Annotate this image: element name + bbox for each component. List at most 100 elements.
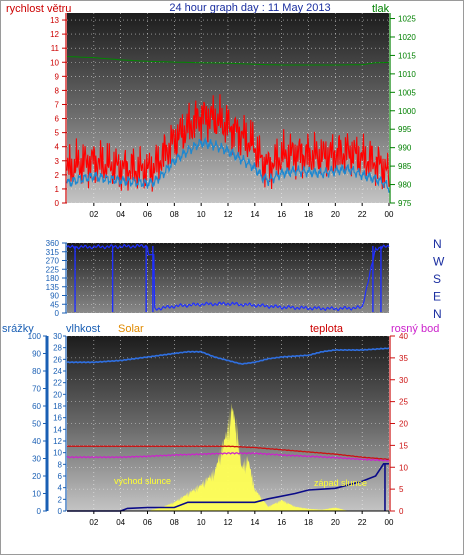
pressure-tick-label: 995 <box>398 125 412 134</box>
pressure-tick-label: 990 <box>398 144 412 153</box>
temperature-tick-label: 35 <box>399 354 408 363</box>
humidity-tick-label: 12 <box>53 437 62 446</box>
compass-label: E <box>433 290 441 304</box>
temperature-tick-label: 30 <box>399 376 408 385</box>
time-tick-label: 14 <box>250 518 259 527</box>
humidity-tick-label: 0 <box>58 507 63 516</box>
wind-tick-label: 1 <box>55 185 60 194</box>
sunrise-annotation: východ slunce <box>114 476 171 486</box>
compass-label: N <box>433 307 442 321</box>
direction-tick-label: 180 <box>46 274 60 283</box>
compass-label: N <box>433 237 442 251</box>
time-tick-label: 22 <box>358 518 367 527</box>
pressure-tick-label: 975 <box>398 199 412 208</box>
wind-tick-label: 8 <box>55 86 60 95</box>
time-tick-label: 18 <box>304 210 313 219</box>
sunset-annotation: západ slunce <box>314 478 367 488</box>
pressure-tick-label: 1015 <box>398 51 416 60</box>
compass-label: W <box>433 255 445 269</box>
wind-tick-label: 7 <box>55 100 60 109</box>
solar-header-label: Solar <box>118 323 144 335</box>
graph-title: 24 hour graph day : 11 May 2013 <box>169 2 330 14</box>
wind-chart: 0123456789101112139759809859909951000100… <box>50 13 416 219</box>
rain-tick-label: 0 <box>37 507 42 516</box>
time-tick-label: 22 <box>358 210 367 219</box>
temperature-tick-label: 15 <box>399 441 408 450</box>
pressure-tick-label: 980 <box>398 181 412 190</box>
pressure-tick-label: 1020 <box>398 33 416 42</box>
temperature-tick-label: 0 <box>399 507 404 516</box>
rain-tick-label: 90 <box>32 350 41 359</box>
time-tick-label: 16 <box>277 210 286 219</box>
pressure-tick-label: 1025 <box>398 15 416 24</box>
rain-tick-label: 70 <box>32 385 41 394</box>
time-tick-label: 20 <box>331 210 340 219</box>
dewpoint-line <box>66 452 390 462</box>
humidity-tick-label: 30 <box>53 332 62 341</box>
direction-tick-label: 225 <box>46 265 60 274</box>
wind-tick-label: 3 <box>55 157 60 166</box>
temperature-tick-label: 5 <box>399 485 404 494</box>
temperature-tick-label: 25 <box>399 398 408 407</box>
humidity-tick-label: 8 <box>58 460 63 469</box>
wind-tick-label: 0 <box>55 199 60 208</box>
humidity-tick-label: 24 <box>53 367 62 376</box>
time-tick-label: 08 <box>170 518 179 527</box>
direction-tick-label: 0 <box>55 309 60 318</box>
humidity-tick-label: 18 <box>53 402 62 411</box>
wind-direction-line <box>66 243 390 312</box>
rain-header-label: srážky <box>2 323 34 335</box>
wind-tick-label: 5 <box>55 129 60 138</box>
time-tick-label: 12 <box>224 518 233 527</box>
wind-tick-label: 2 <box>55 171 60 180</box>
time-tick-label: 06 <box>143 518 152 527</box>
time-tick-label: 00 <box>385 210 394 219</box>
humidity-tick-label: 20 <box>53 390 62 399</box>
wind-tick-label: 9 <box>55 72 60 81</box>
temperature-tick-label: 40 <box>399 332 408 341</box>
direction-tick-label: 135 <box>46 283 60 292</box>
rain-tick-label: 60 <box>32 402 41 411</box>
rain-tick-label: 20 <box>32 472 41 481</box>
time-tick-label: 08 <box>170 210 179 219</box>
humidity-tick-label: 10 <box>53 449 62 458</box>
humidity-tick-label: 26 <box>53 355 62 364</box>
humidity-tick-label: 22 <box>53 379 62 388</box>
time-tick-label: 02 <box>89 210 98 219</box>
rain-tick-label: 10 <box>32 490 41 499</box>
direction-tick-label: 90 <box>50 292 59 301</box>
direction-tick-label: 315 <box>46 248 60 257</box>
humidity-tick-label: 16 <box>53 414 62 423</box>
time-tick-label: 02 <box>89 518 98 527</box>
direction-tick-label: 360 <box>46 239 60 248</box>
direction-tick-label: 270 <box>46 257 60 266</box>
pressure-tick-label: 1010 <box>398 70 416 79</box>
pressure-line <box>66 56 390 66</box>
pressure-tick-label: 1005 <box>398 88 416 97</box>
temperature-header-label: teplota <box>310 323 344 335</box>
rain-tick-label: 80 <box>32 367 41 376</box>
rain-line <box>67 462 389 512</box>
temperature-line <box>66 445 390 461</box>
wind-average-line <box>66 136 390 193</box>
temperature-tick-label: 20 <box>399 420 408 429</box>
time-tick-label: 00 <box>385 518 394 527</box>
humidity-header-label: vlhkost <box>66 323 100 335</box>
time-tick-label: 14 <box>250 210 259 219</box>
wind-tick-label: 4 <box>55 143 60 152</box>
pressure-tick-label: 1000 <box>398 107 416 116</box>
wind-tick-label: 10 <box>50 58 59 67</box>
time-tick-label: 06 <box>143 210 152 219</box>
rain-tick-label: 40 <box>32 437 41 446</box>
wind-speed-label: rychlost větru <box>6 3 71 15</box>
humidity-tick-label: 2 <box>58 495 63 504</box>
rain-tick-label: 30 <box>32 455 41 464</box>
wind-tick-label: 6 <box>55 115 60 124</box>
pressure-label: tlak <box>372 3 390 15</box>
humidity-tick-label: 14 <box>53 425 62 434</box>
rain-tick-label: 100 <box>28 332 42 341</box>
time-tick-label: 12 <box>224 210 233 219</box>
humidity-tick-label: 28 <box>53 344 62 353</box>
